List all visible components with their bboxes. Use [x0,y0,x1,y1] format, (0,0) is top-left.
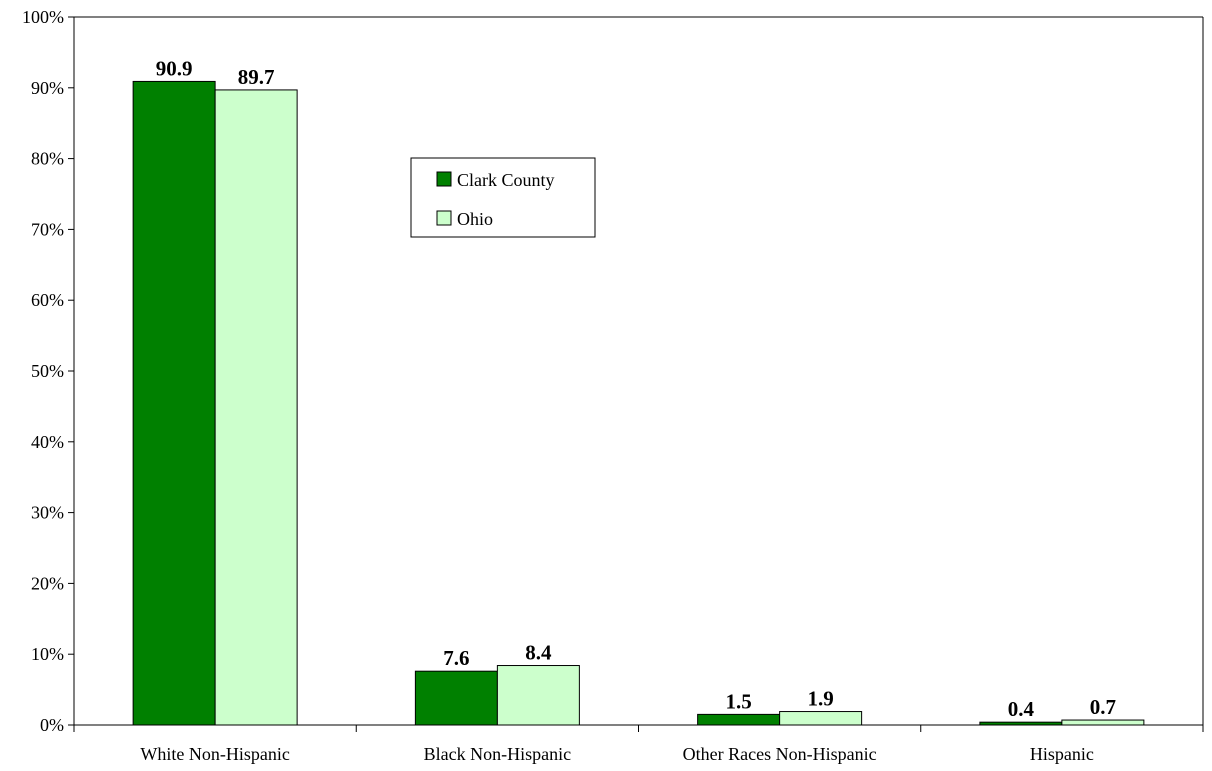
legend-swatch-clark-county [436,171,452,187]
y-tick-label: 60% [31,290,64,310]
bar-ohio [496,665,580,726]
y-tick-label: 80% [31,149,64,169]
y-tick-label: 0% [40,715,64,735]
legend-label-clark-county: Clark County [457,170,555,190]
y-tick-label: 90% [31,78,64,98]
data-label: 0.4 [1008,697,1035,721]
y-tick-label: 10% [31,644,64,664]
y-tick-label: 50% [31,361,64,381]
legend-swatch-ohio [436,210,452,226]
legend-label-ohio: Ohio [457,209,493,229]
x-category-label: Other Races Non-Hispanic [683,744,877,764]
legend: Clark County Ohio [410,157,596,238]
data-label: 1.9 [808,687,834,711]
data-label: 0.7 [1090,695,1116,719]
data-label: 90.9 [156,56,193,80]
bar-ohio [779,711,863,726]
data-labels-group: 90.9 89.7 7.6 8.4 1.5 1.9 0.4 0.7 [156,56,1116,721]
y-tick-label: 40% [31,432,64,452]
bars-group [132,80,1145,726]
data-label: 1.5 [726,689,752,713]
data-label: 7.6 [443,646,469,670]
bar-clark-county [697,713,781,726]
y-tick-label: 100% [22,7,64,27]
data-label: 8.4 [525,641,552,665]
y-tick-label: 20% [31,573,64,593]
x-category-label: Hispanic [1030,744,1094,764]
bar-clark-county [414,670,498,726]
x-category-label: White Non-Hispanic [140,744,289,764]
data-label: 89.7 [238,65,275,89]
y-tick-label: 30% [31,503,64,523]
y-tick-label: 70% [31,219,64,239]
bar-clark-county [979,721,1063,726]
bar-ohio [1061,719,1145,726]
x-axis: White Non-Hispanic Black Non-Hispanic Othe… [73,725,1204,764]
bar-ohio [214,89,298,726]
x-category-label: Black Non-Hispanic [424,744,571,764]
y-axis: 0% 10% 20% 30% 40% 50% 60% 70% 80% 90% 100% [22,7,74,735]
bar-clark-county [132,80,216,726]
